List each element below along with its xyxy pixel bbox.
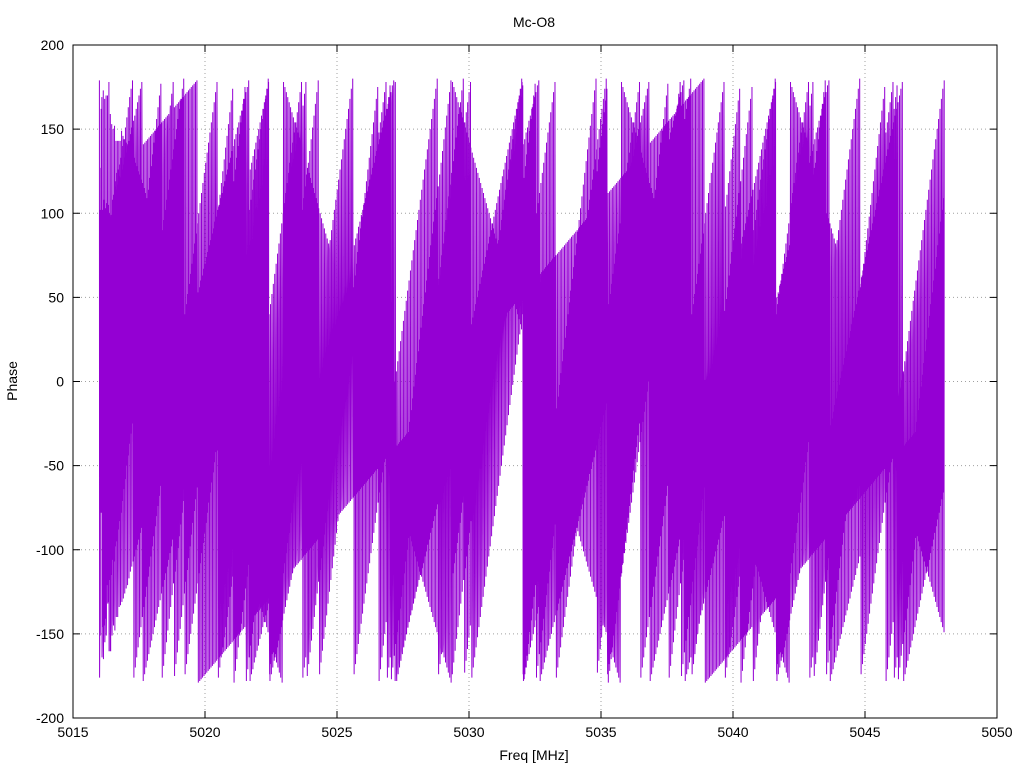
x-tick-label: 5020: [189, 724, 220, 740]
y-tick-label: -200: [36, 710, 64, 726]
x-tick-label: 5035: [585, 724, 616, 740]
axis-ticks: 5015 5020 5025 5030 5035 5040 5045 5050 200 150 10…: [36, 37, 1013, 740]
y-tick-label: 50: [48, 289, 64, 305]
series-line: [98, 78, 945, 683]
x-tick-label: 5050: [981, 724, 1012, 740]
y-axis-label: Phase: [4, 361, 20, 401]
x-tick-label: 5025: [321, 724, 352, 740]
series-phase: [98, 78, 945, 683]
y-tick-label: -50: [44, 458, 64, 474]
x-axis-label: Freq [MHz]: [499, 747, 568, 763]
chart-title: Mc-O8: [513, 14, 555, 30]
y-tick-label: -150: [36, 626, 64, 642]
y-tick-label: -100: [36, 542, 64, 558]
y-tick-label: 150: [41, 121, 65, 137]
x-tick-label: 5030: [453, 724, 484, 740]
x-tick-label: 5040: [717, 724, 748, 740]
y-tick-label: 0: [56, 374, 64, 390]
x-tick-label: 5045: [849, 724, 880, 740]
y-tick-label: 100: [41, 205, 65, 221]
y-tick-label: 200: [41, 37, 65, 53]
x-tick-label: 5015: [57, 724, 88, 740]
